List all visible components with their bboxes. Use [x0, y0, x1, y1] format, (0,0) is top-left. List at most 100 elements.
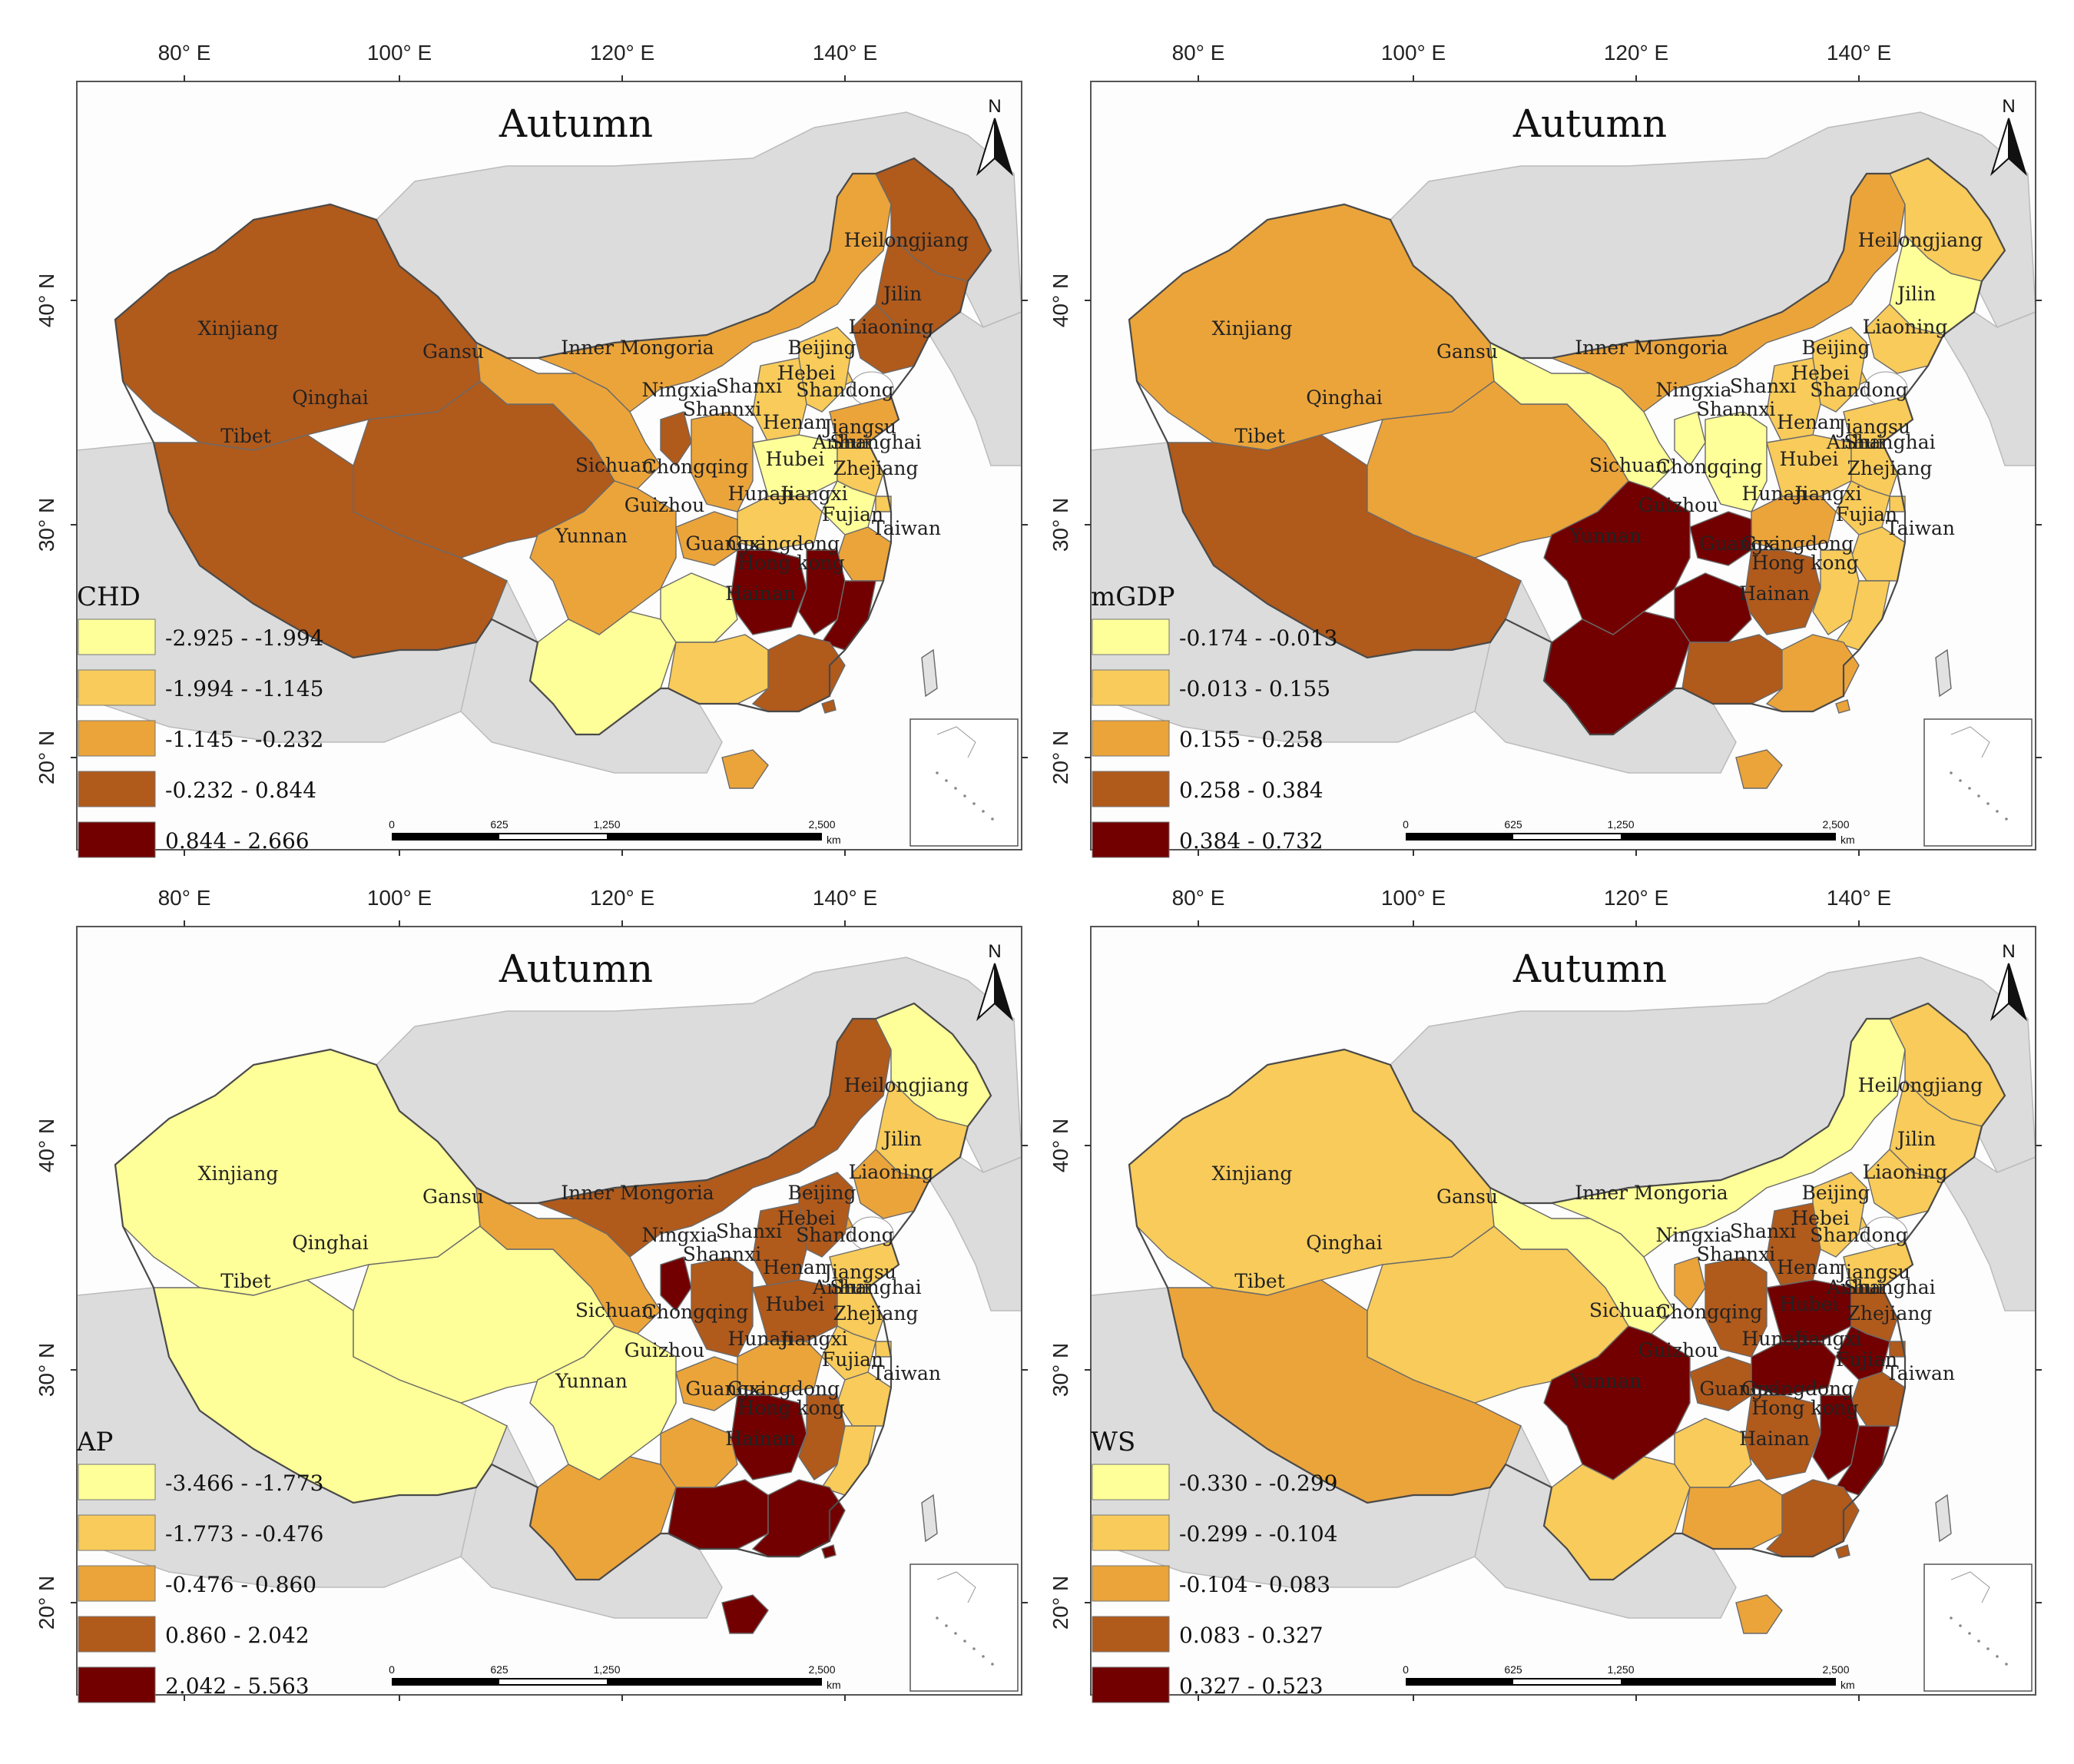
longitude-label: 120° E [590, 41, 654, 65]
national-border [114, 157, 992, 736]
longitude-label: 140° E [1827, 41, 1891, 65]
province-hong-kong [1835, 1544, 1850, 1559]
map-panel-mgdp: Xinjiang Tibet Qinghai Gansu Inner Mongoria H… [1049, 41, 2074, 919]
province-label: Hong kong [737, 1397, 844, 1419]
province-label: Shandong [1810, 1224, 1907, 1246]
north-arrow-icon: N [1990, 96, 2028, 177]
legend-label: -0.013 - 0.155 [1179, 676, 1330, 701]
map-svg: Xinjiang Tibet Qinghai Gansu Inner Mongoria H… [1049, 886, 2042, 1703]
longitude-label: 80° E [1172, 41, 1225, 65]
province-label: Beijing [1801, 337, 1870, 359]
province-label: Heilongjiang [844, 1074, 969, 1096]
province-label: Jilin [881, 1128, 922, 1150]
legend-swatch [78, 1616, 156, 1653]
longitude-label: 140° E [813, 41, 877, 65]
longitude-label: 140° E [813, 886, 877, 910]
province-label: Ningxia [642, 1224, 718, 1246]
legend-label: -1.773 - -0.476 [165, 1521, 324, 1547]
legend-swatch [1092, 771, 1170, 807]
province-taiwan [1935, 648, 1952, 698]
province-label: Liaoning [849, 1161, 934, 1183]
legend-label: 0.155 - 0.258 [1179, 727, 1324, 752]
province-label: Yunnan [1569, 525, 1642, 547]
province-label: Fujian [1836, 503, 1897, 526]
scale-tick-label: 1,250 [593, 818, 620, 831]
province-label: Xinjiang [198, 1162, 279, 1185]
map-svg: Xinjiang Tibet Qinghai Gansu Inner Mongoria H… [35, 886, 1028, 1703]
province-label: Guangdong [1741, 1378, 1854, 1400]
legend-swatch [1092, 821, 1170, 858]
province-label: Liaoning [1863, 316, 1948, 338]
province-label: Chongqing [642, 1301, 749, 1323]
province-label: Tibet [220, 425, 271, 447]
neighbor-land [929, 1156, 1022, 1311]
latitude-label: 30° N [1049, 1343, 1072, 1397]
province-label: Guangxi [1699, 1378, 1780, 1400]
legend-swatch [78, 669, 156, 706]
province-label: Sichuan [575, 1299, 654, 1321]
scale-tick-label: 0 [1403, 818, 1409, 831]
province-label: Jiangsu [822, 1261, 896, 1283]
province-label: Zhejiang [1847, 457, 1932, 479]
province-label: Hubei [766, 448, 825, 470]
map-svg: Xinjiang Tibet Qinghai Gansu Inner Mongoria H… [35, 41, 1028, 858]
province-label: Jilin [1895, 283, 1936, 305]
map-title: Autumn [499, 101, 653, 146]
province-label: Jilin [1895, 1128, 1936, 1150]
province-liaoning [852, 303, 931, 374]
latitude-label: 30° N [35, 498, 58, 552]
province-label: Shanghai [830, 1276, 921, 1298]
province-hong-kong [1835, 699, 1850, 714]
national-border [114, 1002, 992, 1581]
province-hubei [737, 1341, 823, 1396]
province-label: Liaoning [849, 316, 934, 338]
province-label: Fujian [1836, 1348, 1897, 1371]
province-label: Chongqing [1656, 1301, 1763, 1323]
province-label: Hubei [766, 1293, 825, 1315]
province-liaoning [852, 1149, 931, 1219]
province-label: Hong kong [737, 552, 844, 574]
province-label: Hunan [1741, 482, 1807, 505]
legend-swatch [1092, 1514, 1170, 1551]
province-label: Jiangxi [1792, 482, 1861, 505]
province-gansu [1489, 1186, 1675, 1335]
map-panel-ws: Xinjiang Tibet Qinghai Gansu Inner Mongoria H… [1049, 886, 2074, 1764]
province-label: Shandong [796, 1224, 893, 1246]
province-label: Beijing [1801, 1182, 1870, 1204]
legend-label: -0.476 - 0.860 [165, 1572, 316, 1597]
province-label: Jiangxi [778, 1328, 847, 1350]
map-panel-ap: Xinjiang Tibet Qinghai Gansu Inner Mongoria H… [35, 886, 1098, 1764]
longitude-label: 140° E [1827, 886, 1891, 910]
province-taiwan [921, 648, 938, 698]
legend-label: -3.466 - -1.773 [165, 1471, 324, 1496]
province-label: Heilongjiang [1858, 1074, 1983, 1096]
scale-tick-label: 0 [389, 1663, 395, 1676]
legend-swatch [1092, 1464, 1170, 1500]
province-hong-kong [821, 1544, 837, 1559]
province-label: Hong kong [1751, 1397, 1858, 1419]
south-china-sea-inset [1923, 718, 2033, 847]
south-china-sea-inset [1923, 1563, 2033, 1692]
province-label: Jiangxi [778, 482, 847, 505]
province-ningxia [660, 411, 692, 467]
province-label: Guangdong [727, 1378, 840, 1400]
scale-bar: 0 625 1,250 2,500 km [389, 1663, 841, 1691]
legend-label: -0.299 - -0.104 [1179, 1521, 1338, 1547]
legend-label: -0.232 - 0.844 [165, 778, 316, 803]
province-jiangxi [1812, 549, 1860, 635]
province-shannxi [691, 411, 754, 512]
legend-swatch [78, 720, 156, 757]
legend-title: mGDP [1091, 582, 1175, 612]
province-label: Guizhou [1638, 1339, 1719, 1361]
province-label: Zhejiang [833, 1302, 918, 1325]
scale-bar: 0 625 1,250 2,500 km [1403, 818, 1855, 846]
province-label: Hubei [1780, 448, 1839, 470]
scale-tick-label: 1,250 [593, 1663, 620, 1676]
province-label: Henan [1777, 411, 1841, 433]
national-border [1128, 1002, 2006, 1581]
scale-tick-label: 2,500 [808, 818, 835, 831]
province-label: Shanghai [1844, 1276, 1935, 1298]
north-arrow-icon: N [1990, 941, 2028, 1022]
province-ningxia [1674, 411, 1706, 467]
province-label: Shannxi [1697, 398, 1775, 420]
